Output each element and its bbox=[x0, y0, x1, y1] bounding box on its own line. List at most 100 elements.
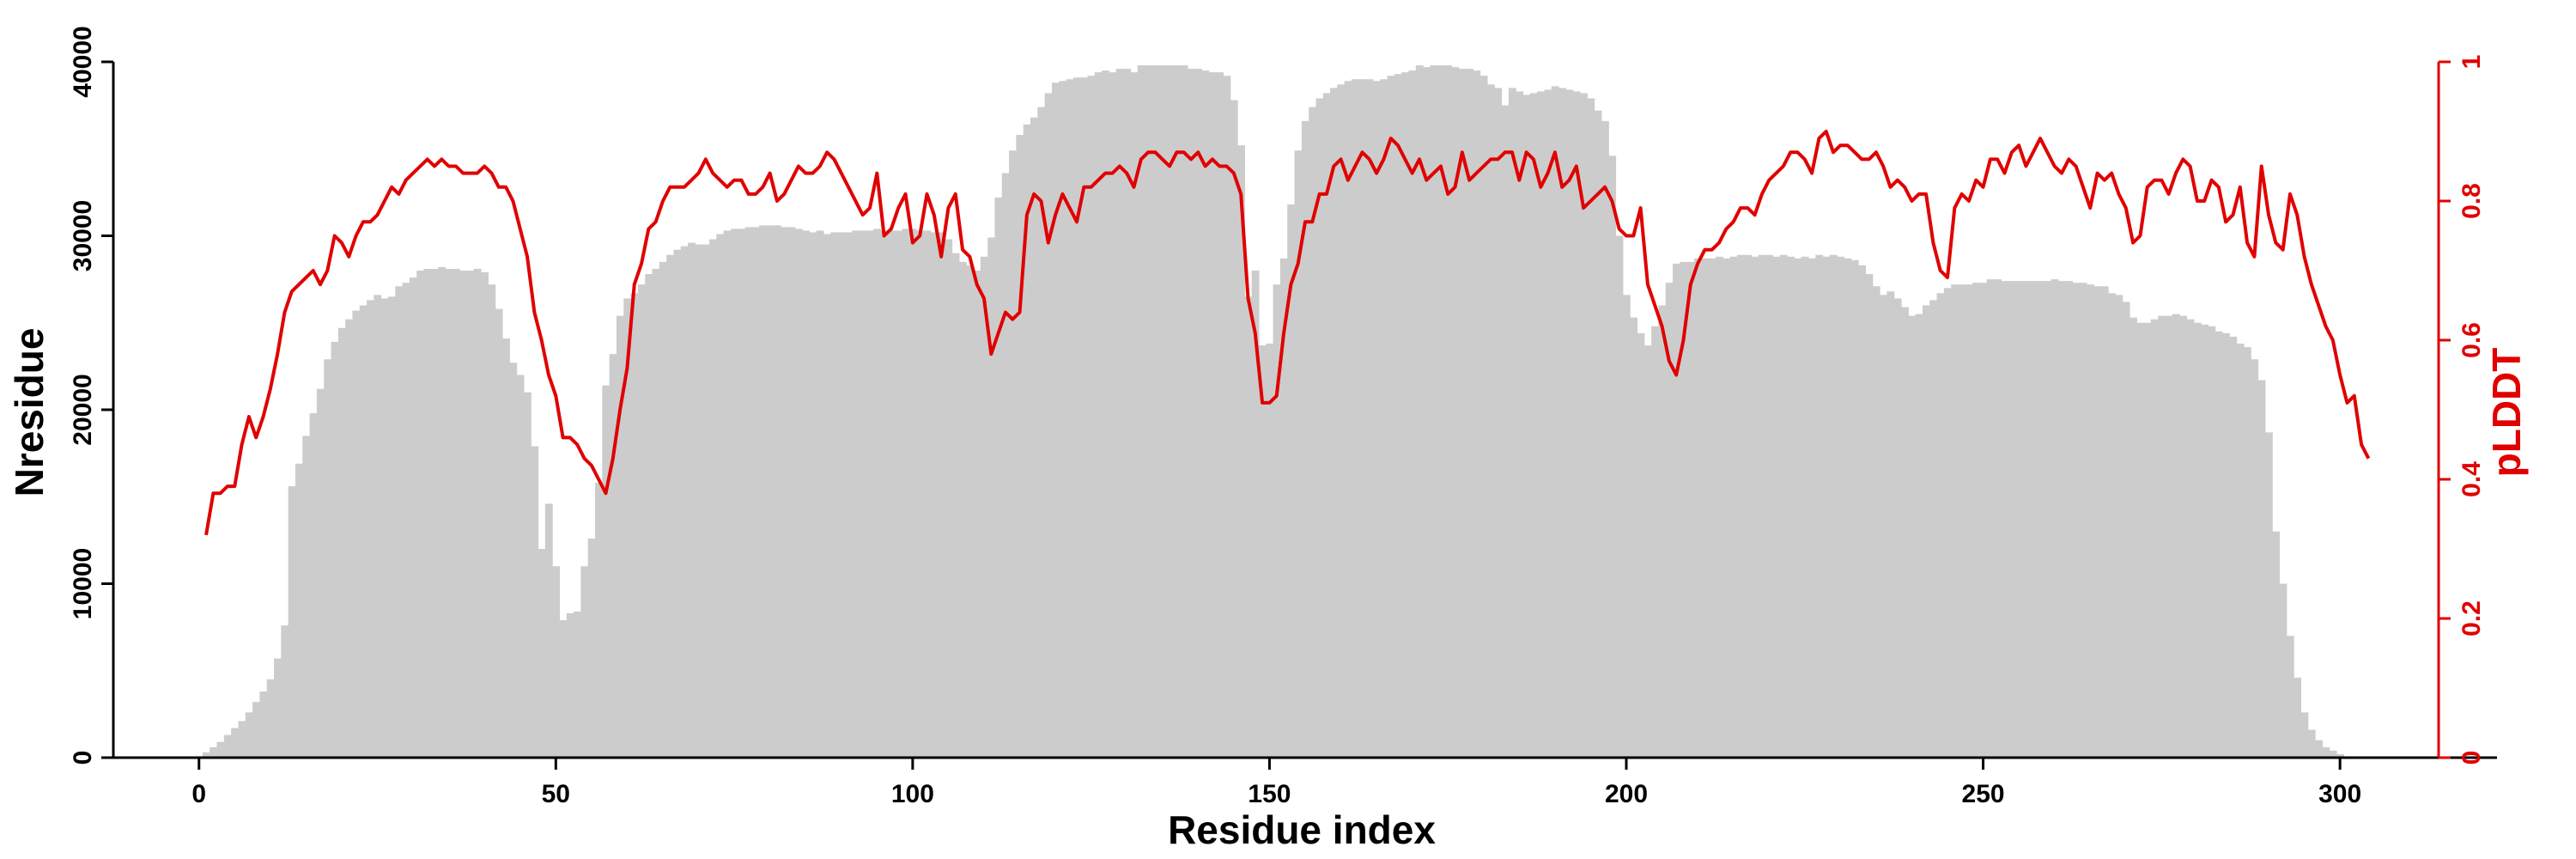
bar bbox=[1044, 93, 1053, 758]
bar bbox=[709, 239, 717, 758]
bar bbox=[637, 284, 646, 758]
x-tick-label: 100 bbox=[891, 780, 934, 808]
bar bbox=[509, 362, 518, 758]
bar bbox=[773, 225, 781, 758]
bar bbox=[1352, 79, 1359, 758]
bar bbox=[2044, 281, 2052, 758]
bar bbox=[231, 728, 240, 758]
bar bbox=[445, 268, 453, 758]
bar bbox=[1358, 79, 1367, 758]
bar bbox=[1151, 65, 1160, 758]
y2-tick-label: 1 bbox=[2458, 55, 2486, 70]
bar bbox=[274, 658, 282, 758]
bar bbox=[481, 272, 489, 758]
bar bbox=[1986, 279, 1995, 758]
bar bbox=[1301, 120, 1309, 758]
bar bbox=[1016, 135, 1024, 758]
bar bbox=[781, 227, 789, 758]
bar bbox=[759, 225, 768, 758]
bar bbox=[1558, 88, 1566, 758]
bar bbox=[1394, 74, 1402, 758]
y-axis-title: Nresidue bbox=[7, 328, 52, 497]
bar bbox=[1622, 295, 1631, 758]
bar bbox=[1922, 305, 1930, 758]
bar bbox=[809, 232, 817, 758]
bar bbox=[1230, 100, 1238, 758]
bar bbox=[1708, 258, 1716, 758]
y-tick-label: 30000 bbox=[69, 200, 97, 271]
bar bbox=[2022, 281, 2031, 758]
bar bbox=[359, 305, 368, 758]
bar bbox=[1729, 256, 1738, 758]
bar bbox=[523, 392, 532, 758]
bar bbox=[367, 300, 374, 758]
bar bbox=[994, 197, 1003, 758]
bar bbox=[595, 483, 603, 758]
y2-tick-label: 0.4 bbox=[2458, 461, 2486, 497]
bar bbox=[902, 228, 910, 758]
bar bbox=[2322, 746, 2330, 758]
bar bbox=[873, 228, 882, 758]
bar bbox=[2136, 322, 2145, 758]
bar bbox=[1137, 65, 1145, 758]
bar bbox=[2158, 315, 2166, 758]
bar bbox=[1537, 91, 1546, 758]
y2-axis-title: pLDDT bbox=[2484, 348, 2529, 478]
bar bbox=[895, 230, 903, 758]
bar bbox=[1686, 261, 1695, 758]
bar bbox=[966, 265, 975, 758]
bar bbox=[438, 266, 447, 758]
bar bbox=[281, 625, 289, 758]
bar bbox=[1929, 300, 1938, 758]
y2-tick-label: 0.8 bbox=[2458, 183, 2486, 219]
bar bbox=[2251, 359, 2259, 758]
bar bbox=[1850, 259, 1859, 758]
bar bbox=[666, 254, 675, 758]
x-axis-title: Residue index bbox=[1168, 807, 1436, 852]
bar bbox=[324, 359, 332, 758]
bar bbox=[1844, 258, 1852, 758]
bar bbox=[1501, 105, 1510, 758]
bar bbox=[751, 227, 760, 758]
bar bbox=[866, 230, 874, 758]
bar bbox=[2100, 286, 2109, 758]
bar bbox=[1544, 89, 1552, 758]
bar bbox=[352, 310, 361, 758]
bar bbox=[1330, 88, 1338, 758]
bar bbox=[645, 274, 653, 758]
bar bbox=[2222, 332, 2230, 758]
bar bbox=[266, 679, 275, 758]
bar bbox=[2264, 432, 2273, 758]
bar bbox=[531, 446, 539, 758]
bar bbox=[2300, 712, 2309, 758]
bar bbox=[830, 232, 839, 758]
bar bbox=[852, 230, 860, 758]
bar bbox=[1880, 295, 1887, 758]
bar bbox=[544, 503, 553, 758]
bar bbox=[1572, 91, 1581, 758]
bar bbox=[238, 721, 246, 758]
bar bbox=[2065, 281, 2074, 758]
bar bbox=[937, 232, 945, 758]
bar bbox=[2179, 315, 2188, 758]
y2-tick-label: 0.6 bbox=[2458, 322, 2486, 358]
x-tick-label: 300 bbox=[2318, 780, 2361, 808]
bar bbox=[1315, 98, 1324, 758]
bar bbox=[587, 538, 596, 758]
bar bbox=[409, 277, 417, 758]
bar bbox=[1936, 293, 1945, 758]
bar bbox=[1794, 258, 1802, 758]
bar bbox=[1187, 69, 1195, 758]
bar bbox=[723, 230, 732, 758]
bar bbox=[1815, 254, 1824, 758]
bar bbox=[1665, 283, 1674, 758]
bar bbox=[1551, 86, 1559, 758]
bar bbox=[1715, 256, 1723, 758]
bar bbox=[495, 308, 503, 758]
bar bbox=[738, 228, 746, 758]
bar bbox=[1109, 72, 1117, 758]
plddt-line bbox=[204, 130, 2371, 536]
bar bbox=[2172, 314, 2180, 758]
bar bbox=[2215, 331, 2223, 758]
y-tick-label: 10000 bbox=[69, 548, 97, 619]
